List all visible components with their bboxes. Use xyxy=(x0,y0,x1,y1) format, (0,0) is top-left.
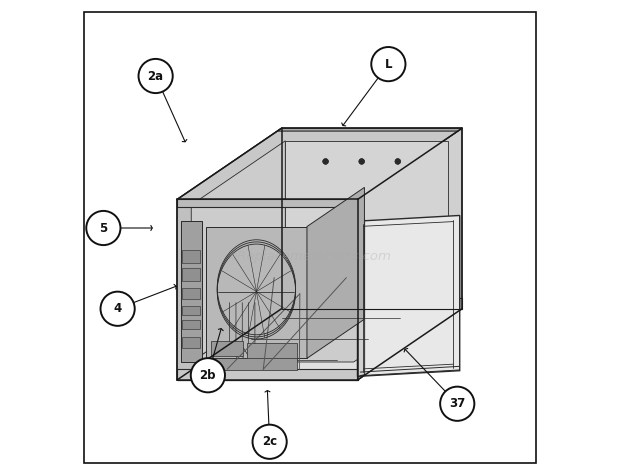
Polygon shape xyxy=(182,337,200,348)
Text: 4: 4 xyxy=(113,302,122,315)
Polygon shape xyxy=(211,342,243,356)
Circle shape xyxy=(323,159,329,164)
Circle shape xyxy=(395,159,401,164)
Text: eReplacementParts.com: eReplacementParts.com xyxy=(229,250,391,263)
Polygon shape xyxy=(191,141,285,362)
Polygon shape xyxy=(177,128,462,200)
Circle shape xyxy=(86,211,120,245)
Text: 37: 37 xyxy=(449,397,466,410)
Text: 2a: 2a xyxy=(148,69,164,83)
Text: 2c: 2c xyxy=(262,435,277,448)
Polygon shape xyxy=(358,219,365,376)
Circle shape xyxy=(138,59,173,93)
Polygon shape xyxy=(358,128,462,380)
Polygon shape xyxy=(182,288,200,299)
Circle shape xyxy=(252,425,286,459)
Circle shape xyxy=(191,358,225,392)
Polygon shape xyxy=(281,298,462,309)
Polygon shape xyxy=(177,200,358,380)
Polygon shape xyxy=(182,321,200,330)
Circle shape xyxy=(359,159,365,164)
Polygon shape xyxy=(177,128,281,380)
Circle shape xyxy=(371,47,405,81)
Polygon shape xyxy=(177,200,358,207)
Circle shape xyxy=(100,292,135,326)
Polygon shape xyxy=(358,298,462,380)
Circle shape xyxy=(323,159,329,164)
Polygon shape xyxy=(177,369,358,380)
Text: L: L xyxy=(384,57,392,71)
Polygon shape xyxy=(247,343,297,361)
Polygon shape xyxy=(182,250,200,263)
Circle shape xyxy=(359,159,365,164)
Polygon shape xyxy=(180,221,202,362)
Polygon shape xyxy=(307,187,365,358)
Polygon shape xyxy=(206,227,307,358)
Polygon shape xyxy=(182,268,200,281)
Circle shape xyxy=(440,387,474,421)
Text: 2b: 2b xyxy=(200,369,216,382)
Polygon shape xyxy=(182,306,200,315)
Text: 5: 5 xyxy=(99,221,107,235)
Polygon shape xyxy=(191,298,448,362)
Polygon shape xyxy=(277,128,462,131)
Circle shape xyxy=(395,159,401,164)
Polygon shape xyxy=(211,358,297,370)
Polygon shape xyxy=(285,141,448,298)
Polygon shape xyxy=(358,216,459,376)
